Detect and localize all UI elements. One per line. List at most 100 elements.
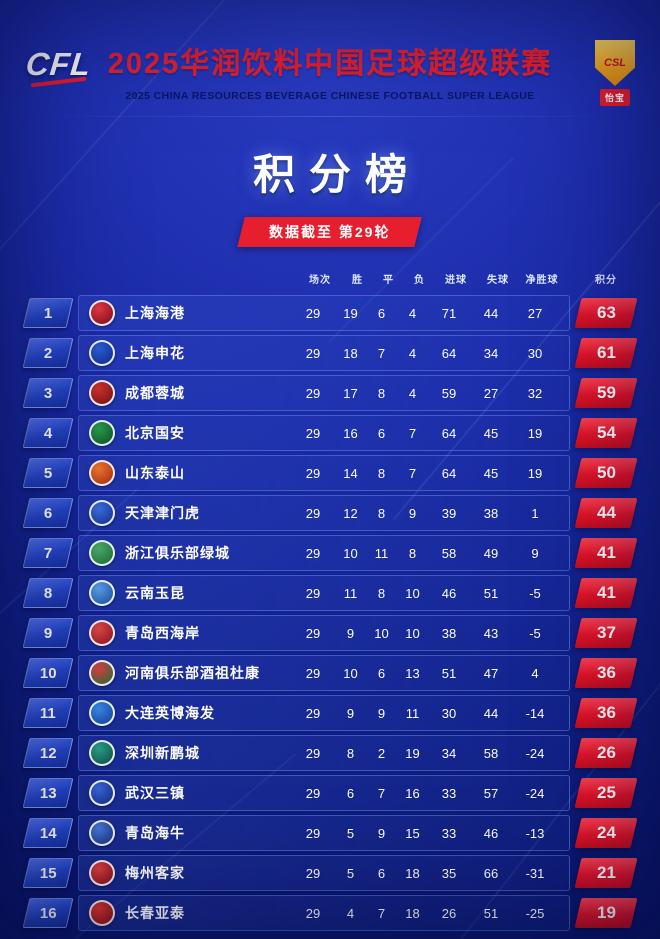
data-cutoff-text: 数据截至 第29轮: [269, 224, 391, 240]
stat-goal-diff: 30: [527, 345, 543, 361]
stat-goals-against: 44: [483, 705, 499, 721]
team-name: 上海申花: [125, 345, 185, 361]
team-logo-icon: [89, 660, 115, 686]
team-row-box: 云南玉昆 29 11 8 10 46 51 -5: [78, 575, 570, 611]
column-header-losses: 负: [414, 274, 425, 286]
stat-played: 29: [305, 465, 321, 481]
team-row-box: 浙江俱乐部绿城 29 10 11 8 58 49 9: [78, 535, 570, 571]
team-name: 北京国安: [125, 425, 185, 441]
stat-wins: 11: [343, 585, 358, 601]
stat-goals-for: 64: [441, 465, 457, 481]
points-badge: 26: [574, 738, 638, 768]
team-logo-icon: [89, 420, 115, 446]
points-badge: 41: [574, 578, 638, 608]
points-number: 26: [596, 743, 616, 762]
points-number: 24: [596, 823, 616, 842]
stat-played: 29: [305, 625, 321, 641]
standings-body: 1 上海海港 29 19 6 4 71 44 27 63 2 上海申花 29 1…: [22, 295, 638, 931]
points-badge: 37: [574, 618, 638, 648]
stat-losses: 4: [408, 385, 417, 401]
points-badge: 59: [574, 378, 638, 408]
stat-played: 29: [305, 345, 321, 361]
stat-losses: 18: [405, 865, 420, 881]
team-name: 上海海港: [125, 305, 185, 321]
column-header-draws: 平: [383, 274, 394, 286]
stat-draws: 6: [377, 425, 386, 441]
points-badge: 63: [574, 298, 638, 328]
stat-losses: 9: [408, 505, 417, 521]
stat-goal-diff: -5: [529, 625, 541, 641]
data-cutoff-banner-wrap: 数据截至 第29轮: [0, 217, 660, 247]
stat-played: 29: [305, 305, 321, 321]
stat-wins: 5: [346, 825, 355, 841]
stat-played: 29: [305, 745, 321, 761]
stat-draws: 10: [374, 625, 389, 641]
stat-draws: 9: [377, 825, 386, 841]
rank-number: 5: [43, 464, 53, 482]
stat-goals-for: 26: [441, 905, 457, 921]
stat-played: 29: [305, 665, 321, 681]
team-name: 武汉三镇: [125, 785, 185, 801]
stat-goals-against: 45: [483, 425, 499, 441]
team-name: 梅州客家: [125, 865, 185, 881]
stat-goals-for: 46: [441, 585, 457, 601]
points-number: 63: [596, 303, 616, 322]
team-row-box: 青岛海牛 29 5 9 15 33 46 -13: [78, 815, 570, 851]
table-row: 6 天津津门虎 29 12 8 9 39 38 1 44: [22, 495, 638, 531]
team-name: 长春亚泰: [125, 905, 185, 921]
table-row: 9 青岛西海岸 29 9 10 10 38 43 -5 37: [22, 615, 638, 651]
rank-number: 10: [39, 664, 57, 682]
points-number: 36: [596, 663, 616, 682]
team-row-box: 大连英博海发 29 9 9 11 30 44 -14: [78, 695, 570, 731]
rank-badge: 5: [22, 458, 74, 488]
stat-goal-diff: -13: [525, 825, 545, 841]
rank-badge: 7: [22, 538, 74, 568]
stat-losses: 18: [405, 905, 420, 921]
stat-losses: 8: [408, 545, 417, 561]
stat-wins: 17: [343, 385, 358, 401]
rank-number: 6: [43, 504, 53, 522]
stat-losses: 13: [405, 665, 420, 681]
rank-number: 14: [39, 824, 57, 842]
stat-goals-for: 58: [441, 545, 457, 561]
stat-wins: 14: [343, 465, 358, 481]
stat-played: 29: [305, 865, 321, 881]
team-logo-icon: [89, 580, 115, 606]
stat-goals-against: 43: [483, 625, 499, 641]
stat-draws: 9: [377, 705, 386, 721]
team-logo-icon: [89, 860, 115, 886]
stat-played: 29: [305, 505, 321, 521]
header: CFL 2025华润饮料中国足球超级联赛 2025 CHINA RESOURCE…: [0, 0, 660, 117]
team-name: 深圳新鹏城: [125, 745, 200, 761]
table-row: 11 大连英博海发 29 9 9 11 30 44 -14 36: [22, 695, 638, 731]
stat-goal-diff: 27: [527, 305, 543, 321]
stat-played: 29: [305, 585, 321, 601]
rank-number: 1: [43, 304, 53, 322]
column-header-wins: 胜: [352, 274, 363, 286]
points-badge: 41: [574, 538, 638, 568]
csl-shield-icon: CSL: [595, 40, 635, 86]
stat-goals-for: 34: [441, 745, 457, 761]
team-name: 成都蓉城: [125, 385, 185, 401]
rank-number: 15: [39, 864, 57, 882]
rank-badge: 2: [22, 338, 74, 368]
points-badge: 24: [574, 818, 638, 848]
points-number: 44: [596, 503, 616, 522]
table-row: 10 河南俱乐部酒祖杜康 29 10 6 13 51 47 4 36: [22, 655, 638, 691]
csl-shield-text: CSL: [604, 57, 626, 69]
table-row: 7 浙江俱乐部绿城 29 10 11 8 58 49 9 41: [22, 535, 638, 571]
stat-losses: 7: [408, 465, 417, 481]
stat-played: 29: [305, 425, 321, 441]
column-header-points: 积分: [595, 274, 617, 286]
points-number: 21: [596, 863, 616, 882]
stat-played: 29: [305, 385, 321, 401]
stat-goals-against: 51: [483, 905, 499, 921]
points-number: 36: [596, 703, 616, 722]
rank-badge: 13: [22, 778, 74, 808]
points-badge: 36: [574, 698, 638, 728]
table-row: 3 成都蓉城 29 17 8 4 59 27 32 59: [22, 375, 638, 411]
stat-wins: 10: [343, 665, 358, 681]
points-number: 41: [596, 583, 616, 602]
stat-losses: 16: [405, 785, 420, 801]
stat-losses: 15: [405, 825, 420, 841]
